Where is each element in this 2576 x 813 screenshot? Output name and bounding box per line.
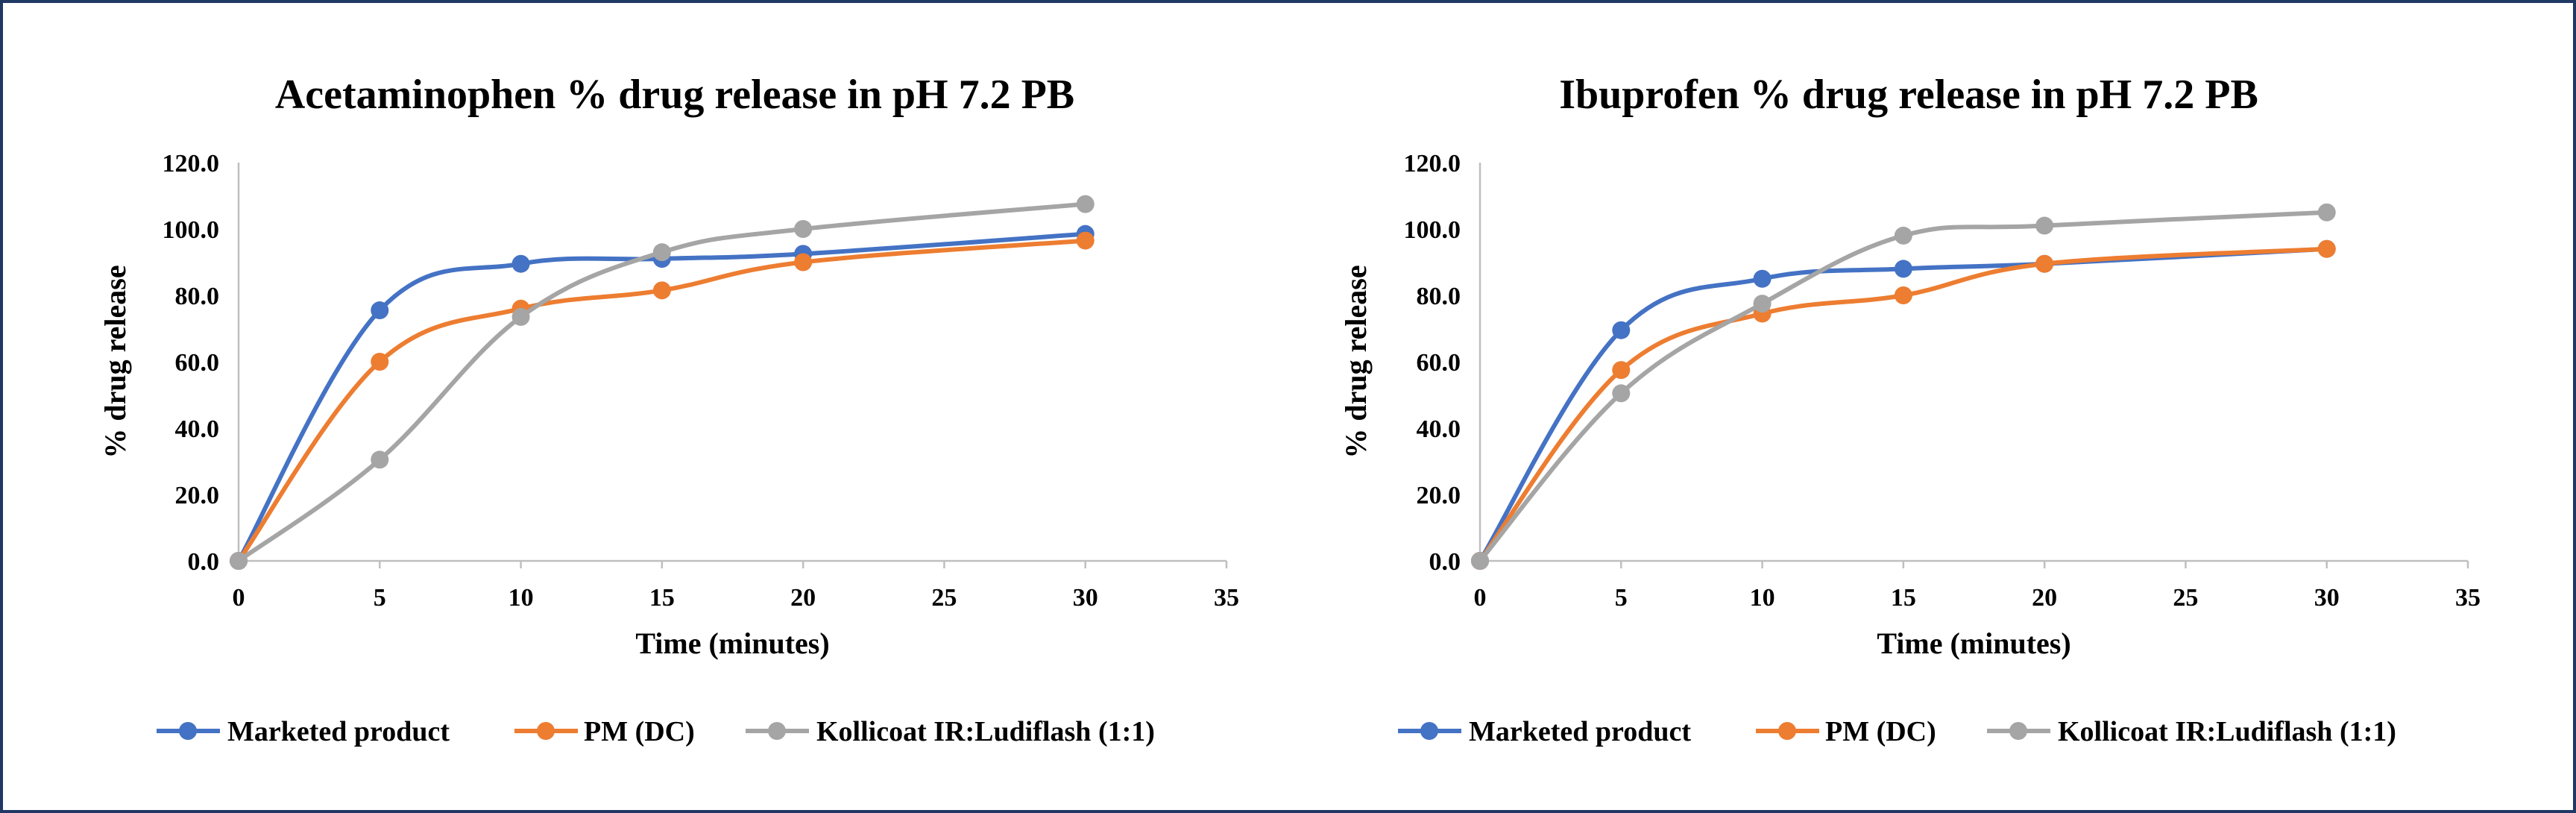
y-tick-label: 60.0 — [1417, 349, 1461, 377]
y-tick-label: 40.0 — [1417, 415, 1461, 443]
data-point — [1894, 260, 1912, 278]
legend-label: PM (DC) — [584, 716, 695, 747]
legend-entry: Marketed product — [1398, 716, 1691, 747]
legend-label: Kollicoat IR:Ludiflash (1:1) — [816, 716, 1155, 747]
y-tick-label: 0.0 — [188, 548, 220, 576]
x-tick-label: 30 — [1073, 584, 1098, 612]
data-point — [794, 220, 813, 238]
legend-swatch-marker — [2009, 722, 2027, 740]
legend-label: Marketed product — [227, 716, 450, 747]
x-tick-label: 10 — [508, 584, 534, 612]
legend-swatch-marker — [1420, 722, 1438, 740]
chart-panel-1: Acetaminophen % drug release in pH 7.2 P… — [98, 72, 1239, 747]
series-line — [236, 231, 1088, 563]
series-3 — [230, 195, 1095, 570]
data-point — [652, 281, 671, 300]
x-tick-label: 15 — [649, 584, 675, 612]
y-tick-label: 100.0 — [1404, 216, 1461, 244]
chart-panel-2: Ibuprofen % drug release in pH 7.2 PB 0.0… — [1339, 72, 2481, 747]
data-point — [1894, 226, 1912, 245]
data-point — [2317, 203, 2336, 222]
x-tick-label: 35 — [2455, 584, 2481, 612]
legend-label: Marketed product — [1469, 716, 1691, 747]
data-point — [794, 253, 813, 271]
data-point — [1076, 231, 1095, 250]
legend-entry: PM (DC) — [1756, 716, 1936, 747]
legend-swatch-marker — [768, 722, 786, 740]
x-tick-label: 25 — [2173, 584, 2198, 612]
data-point — [1894, 286, 1912, 304]
data-point — [511, 307, 530, 326]
x-tick-label: 30 — [2314, 584, 2340, 612]
legend-entry: Marketed product — [157, 716, 450, 747]
legend-label: Kollicoat IR:Ludiflash (1:1) — [2058, 716, 2396, 747]
data-point — [371, 451, 389, 469]
chart-title: Ibuprofen % drug release in pH 7.2 PB — [1559, 72, 2258, 118]
series-line — [1478, 210, 2329, 563]
legend-entry: Kollicoat IR:Ludiflash (1:1) — [1987, 716, 2396, 747]
data-point — [1753, 295, 1772, 313]
series-3 — [1471, 203, 2336, 570]
series-2 — [1471, 239, 2336, 570]
x-tick-label: 5 — [1615, 584, 1628, 612]
data-point — [1612, 361, 1631, 380]
legend-label: PM (DC) — [1825, 716, 1936, 747]
legend-entry: Kollicoat IR:Ludiflash (1:1) — [746, 716, 1155, 747]
y-tick-label: 20.0 — [175, 482, 220, 509]
data-point — [2317, 239, 2336, 258]
y-tick-label: 40.0 — [175, 415, 220, 443]
series-line — [236, 201, 1088, 563]
x-tick-label: 10 — [1750, 584, 1775, 612]
legend-swatch-marker — [537, 722, 555, 740]
x-tick-label: 35 — [1214, 584, 1239, 612]
y-axis-label: % drug release — [1339, 265, 1373, 458]
y-tick-label: 20.0 — [1417, 482, 1461, 509]
data-point — [230, 552, 248, 570]
y-tick-label: 60.0 — [175, 349, 220, 377]
y-tick-label: 100.0 — [163, 216, 220, 244]
x-tick-label: 5 — [374, 584, 386, 612]
data-point — [2035, 216, 2054, 235]
x-tick-label: 25 — [931, 584, 957, 612]
data-point — [511, 254, 530, 273]
x-tick-label: 20 — [2032, 584, 2057, 612]
legend-swatch-marker — [1778, 722, 1796, 740]
data-point — [1612, 384, 1631, 403]
series-line — [236, 238, 1088, 563]
x-tick-label: 0 — [1474, 584, 1487, 612]
data-point — [1753, 269, 1772, 288]
data-point — [1076, 195, 1095, 213]
y-tick-label: 0.0 — [1429, 548, 1461, 576]
legend-swatch-marker — [179, 722, 197, 740]
y-tick-label: 80.0 — [175, 283, 220, 310]
y-axis-label: % drug release — [98, 265, 132, 458]
series-1 — [230, 225, 1095, 570]
y-tick-label: 80.0 — [1417, 283, 1461, 310]
data-point — [652, 243, 671, 262]
x-tick-label: 0 — [233, 584, 245, 612]
chart-title: Acetaminophen % drug release in pH 7.2 P… — [275, 72, 1074, 118]
x-tick-label: 15 — [1891, 584, 1916, 612]
y-tick-label: 120.0 — [1404, 150, 1461, 178]
data-point — [2035, 254, 2054, 273]
y-tick-label: 120.0 — [163, 150, 220, 178]
data-point — [1471, 552, 1489, 570]
series-2 — [230, 231, 1095, 570]
series-line — [1478, 246, 2329, 563]
x-tick-label: 20 — [790, 584, 816, 612]
data-point — [1612, 321, 1631, 339]
legend-entry: PM (DC) — [514, 716, 695, 747]
x-axis-label: Time (minutes) — [635, 627, 829, 660]
data-point — [371, 301, 389, 320]
data-point — [371, 353, 389, 371]
x-axis-label: Time (minutes) — [1877, 627, 2070, 660]
